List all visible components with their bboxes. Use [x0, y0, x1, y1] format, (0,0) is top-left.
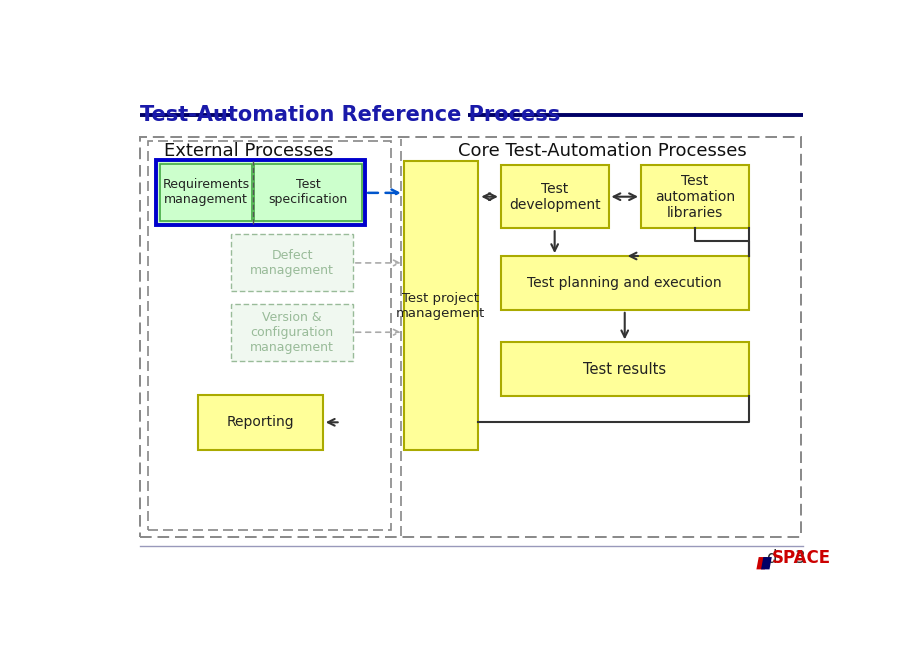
- Bar: [500, 256, 748, 310]
- Text: Test
development: Test development: [508, 182, 600, 212]
- Text: Defect
management: Defect management: [250, 249, 334, 277]
- Polygon shape: [755, 557, 766, 570]
- Bar: [500, 165, 607, 229]
- Text: Test planning and execution: Test planning and execution: [527, 276, 721, 290]
- Bar: [641, 165, 748, 229]
- Text: d: d: [765, 549, 776, 567]
- Text: Reporting: Reporting: [226, 415, 294, 429]
- Polygon shape: [760, 557, 771, 570]
- Text: Test project
management: Test project management: [396, 292, 485, 320]
- Bar: [155, 159, 365, 225]
- Text: Requirements
management: Requirements management: [162, 178, 249, 206]
- Bar: [254, 163, 362, 221]
- Bar: [403, 161, 478, 450]
- Bar: [231, 304, 353, 361]
- Text: Core Test-Automation Processes: Core Test-Automation Processes: [458, 143, 746, 160]
- Text: Test
specification: Test specification: [268, 178, 347, 206]
- Bar: [500, 342, 748, 396]
- Bar: [160, 163, 252, 221]
- Text: Test results: Test results: [583, 362, 665, 377]
- Text: Version &
configuration
management: Version & configuration management: [250, 311, 334, 353]
- Bar: [148, 141, 391, 530]
- Text: SPACE: SPACE: [771, 549, 830, 567]
- Bar: [231, 234, 353, 292]
- Text: Test
automation
libraries: Test automation libraries: [654, 174, 734, 220]
- Text: 3: 3: [793, 549, 804, 567]
- Text: Test-Automation Reference Process: Test-Automation Reference Process: [140, 105, 560, 125]
- Bar: [141, 137, 800, 537]
- Bar: [198, 395, 323, 450]
- Text: External Processes: External Processes: [164, 143, 333, 160]
